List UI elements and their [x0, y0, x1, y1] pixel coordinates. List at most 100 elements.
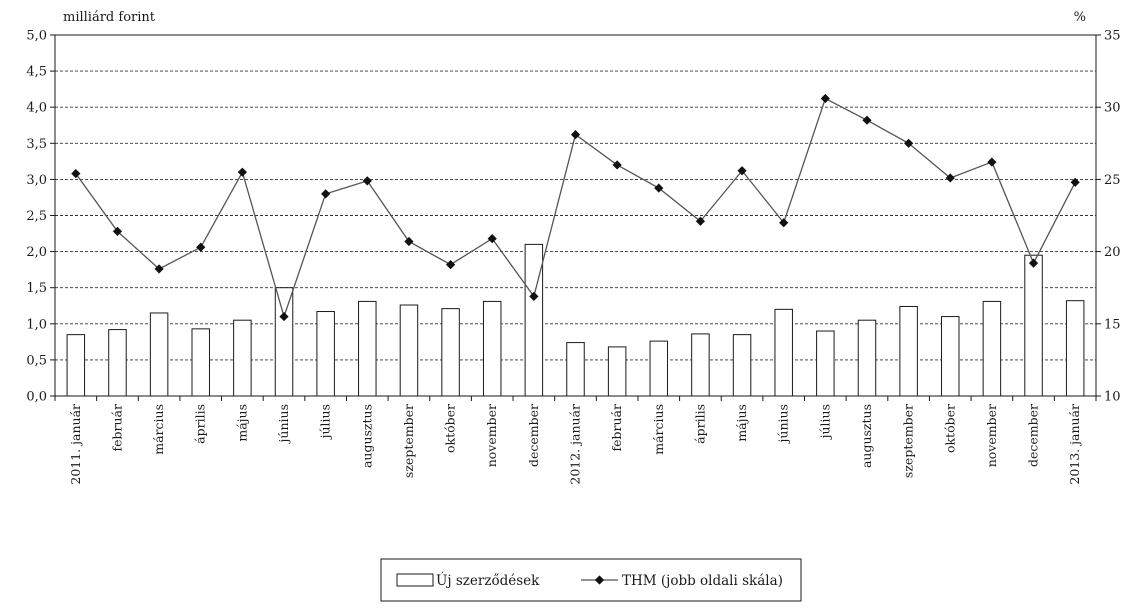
- x-tick-label: augusztus: [359, 404, 374, 468]
- left-tick-label: 1,0: [26, 317, 47, 332]
- right-axis-label: %: [1074, 10, 1086, 25]
- thm-point: [945, 173, 955, 183]
- thm-point: [404, 236, 414, 247]
- x-tick-label: május: [234, 404, 249, 442]
- bar: [899, 305, 918, 397]
- bar: [66, 334, 86, 397]
- legend: Új szerződések THM (jobb oldali skála): [380, 558, 802, 602]
- legend-label-bars: Új szerződések: [436, 572, 540, 589]
- thm-point: [71, 169, 81, 179]
- x-tick-label: 2013. január: [1067, 404, 1082, 485]
- x-tick-label: február: [109, 404, 124, 452]
- tick-labels: 0,0 0,5 1,0 1,5 2,0 2,5 3,0 3,5 4,0 4,5 5,0 10 15 20 2…: [26, 29, 1120, 485]
- x-tick-label: október: [942, 404, 957, 453]
- bar: [441, 308, 460, 397]
- thm-point: [196, 242, 206, 252]
- right-tick-label: 25: [1104, 173, 1121, 188]
- bar: [233, 319, 252, 397]
- bar: [358, 300, 377, 397]
- bar: [108, 329, 127, 397]
- x-tick-label: június: [776, 404, 791, 444]
- bar: [482, 300, 502, 397]
- thm-point: [654, 183, 664, 193]
- x-tick-label: március: [651, 404, 666, 455]
- thm-point: [1028, 258, 1039, 268]
- bar: [816, 330, 835, 397]
- bar: [1024, 254, 1043, 397]
- left-tick-label: 0,0: [26, 390, 47, 405]
- thm-point: [445, 259, 456, 270]
- right-tick-label: 10: [1104, 390, 1121, 405]
- bar-series: [66, 243, 1085, 397]
- x-tick-label: szeptember: [901, 404, 916, 478]
- x-tick-label: 2011. január: [68, 404, 83, 485]
- right-tick-label: 35: [1104, 29, 1121, 44]
- bar: [274, 287, 294, 397]
- thm-point: [487, 234, 497, 244]
- legend-bar-swatch: [396, 573, 434, 587]
- bar: [607, 346, 627, 397]
- line-series: [71, 93, 1080, 322]
- legend-diamond-marker: [594, 575, 605, 585]
- left-tick-label: 1,5: [26, 281, 47, 296]
- x-tick-label: november: [484, 404, 499, 467]
- bar: [191, 328, 210, 397]
- bar: [316, 311, 335, 397]
- x-tick-label: március: [151, 404, 166, 455]
- x-tick-label: december: [526, 404, 541, 467]
- thm-point: [695, 216, 706, 226]
- bar: [691, 333, 710, 397]
- thm-point: [820, 93, 830, 104]
- thm-point: [612, 160, 622, 170]
- right-tick-label: 30: [1104, 101, 1121, 116]
- thm-point: [279, 311, 289, 322]
- left-tick-label: 4,0: [26, 101, 47, 116]
- thm-point: [237, 167, 247, 177]
- x-tick-label: október: [443, 404, 458, 453]
- x-tick-label: április: [193, 404, 208, 444]
- bar: [566, 342, 585, 397]
- bar: [774, 308, 793, 397]
- thm-point: [570, 130, 581, 140]
- x-tick-label: február: [609, 404, 624, 452]
- x-tick-label: május: [734, 404, 749, 442]
- thm-point: [1070, 177, 1080, 187]
- x-tick-label: december: [1026, 404, 1041, 467]
- x-tick-label: augusztus: [859, 404, 874, 468]
- thm-point: [904, 138, 914, 148]
- thm-point: [529, 291, 539, 301]
- x-tick-label: július: [318, 404, 333, 440]
- thm-point: [987, 157, 997, 167]
- thm-point: [112, 226, 123, 236]
- thm-point: [362, 176, 372, 186]
- axes: [50, 34, 1101, 401]
- legend-label-line: THM (jobb oldali skála): [622, 573, 783, 589]
- x-tick-label: szeptember: [401, 404, 416, 478]
- thm-point: [321, 189, 331, 199]
- x-tick-label: július: [817, 404, 832, 440]
- left-axis-label: milliárd forint: [63, 10, 156, 25]
- bar: [941, 316, 960, 397]
- bar: [149, 312, 169, 397]
- plot-border: [54, 34, 1097, 397]
- bar: [982, 300, 1002, 397]
- left-tick-label: 2,0: [26, 245, 47, 260]
- bar: [649, 340, 669, 397]
- bar: [399, 304, 419, 397]
- left-tick-label: 5,0: [26, 29, 47, 44]
- thm-point: [862, 115, 872, 125]
- thm-point: [154, 264, 164, 274]
- x-tick-label: április: [692, 404, 707, 444]
- bar: [1065, 300, 1085, 397]
- left-tick-label: 4,5: [26, 65, 47, 80]
- left-tick-label: 0,5: [26, 353, 47, 368]
- x-tick-label: június: [276, 404, 291, 444]
- thm-point: [737, 166, 747, 176]
- bar: [732, 334, 752, 397]
- bar: [524, 243, 544, 397]
- gridlines: [55, 70, 1096, 361]
- thm-point: [779, 218, 789, 228]
- x-tick-label: november: [984, 404, 999, 467]
- left-tick-label: 2,5: [26, 209, 47, 224]
